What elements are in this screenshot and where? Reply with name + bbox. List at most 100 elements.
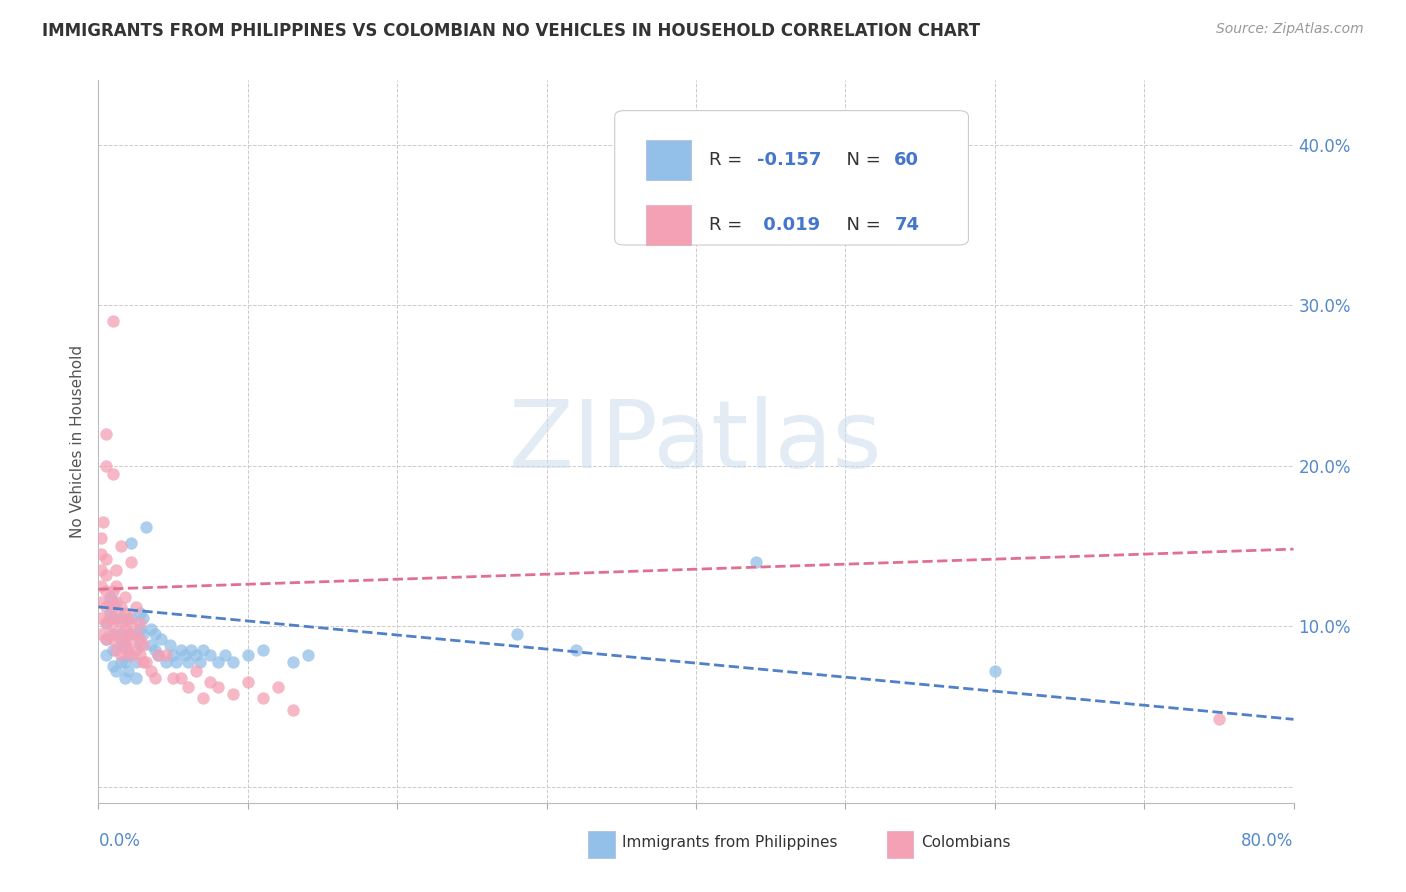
Text: 0.0%: 0.0% <box>98 831 141 850</box>
Point <box>91 515 114 529</box>
Text: 60: 60 <box>894 151 920 169</box>
Point <box>177 680 200 694</box>
Point <box>150 632 173 646</box>
Point <box>98 595 122 609</box>
Point <box>110 539 132 553</box>
Point <box>110 611 132 625</box>
Point <box>252 643 274 657</box>
Bar <box>645 205 692 244</box>
Point <box>132 627 155 641</box>
Point <box>103 595 125 609</box>
Point <box>148 648 170 662</box>
Point <box>105 595 128 609</box>
Point <box>184 648 207 662</box>
Point <box>110 627 132 641</box>
Point <box>125 655 148 669</box>
Point <box>129 607 152 621</box>
Text: IMMIGRANTS FROM PHILIPPINES VS COLOMBIAN NO VEHICLES IN HOUSEHOLD CORRELATION CH: IMMIGRANTS FROM PHILIPPINES VS COLOMBIAN… <box>42 22 980 40</box>
Point <box>200 648 222 662</box>
Point <box>745 555 768 569</box>
Point <box>162 648 184 662</box>
Point <box>125 643 148 657</box>
Point <box>222 687 245 701</box>
Point <box>506 627 529 641</box>
Point <box>98 611 122 625</box>
Point <box>125 599 148 614</box>
Point <box>143 627 166 641</box>
Point <box>94 551 117 566</box>
Text: Source: ZipAtlas.com: Source: ZipAtlas.com <box>1216 22 1364 37</box>
Point <box>565 643 588 657</box>
Point <box>103 659 125 673</box>
Point <box>143 643 166 657</box>
Point <box>103 314 125 328</box>
Point <box>103 643 125 657</box>
Point <box>120 632 142 646</box>
Point <box>94 632 117 646</box>
Point <box>120 627 142 641</box>
Point <box>236 675 259 690</box>
Point <box>114 623 136 637</box>
Text: ZIPatlas: ZIPatlas <box>509 395 883 488</box>
Point <box>103 627 125 641</box>
Point <box>139 623 162 637</box>
Point <box>105 627 128 641</box>
Point <box>143 671 166 685</box>
Point <box>114 671 136 685</box>
Text: Colombians: Colombians <box>921 835 1010 850</box>
Point <box>165 655 187 669</box>
Point <box>94 567 117 582</box>
Point <box>94 426 117 441</box>
Point <box>120 648 142 662</box>
Point <box>103 615 125 630</box>
Point <box>125 627 148 641</box>
Point <box>236 648 259 662</box>
Point <box>129 623 152 637</box>
Point <box>114 655 136 669</box>
Text: 74: 74 <box>894 216 920 234</box>
Text: N =: N = <box>835 151 886 169</box>
Point <box>105 611 128 625</box>
Point <box>117 664 139 678</box>
Point <box>103 583 125 598</box>
Point <box>117 648 139 662</box>
Point <box>90 547 112 561</box>
Text: R =: R = <box>709 216 748 234</box>
Point <box>135 519 157 533</box>
Point <box>90 579 112 593</box>
Point <box>94 648 117 662</box>
Point <box>169 671 191 685</box>
Point <box>1208 712 1230 726</box>
Point <box>267 680 290 694</box>
Point <box>155 648 177 662</box>
Point <box>90 611 112 625</box>
Point <box>984 664 1007 678</box>
Point <box>94 599 117 614</box>
Point <box>110 639 132 653</box>
Point <box>105 664 128 678</box>
Point <box>155 655 177 669</box>
Point <box>191 643 214 657</box>
Point <box>129 639 152 653</box>
Point <box>110 599 132 614</box>
Point <box>200 675 222 690</box>
Point <box>222 655 245 669</box>
Point <box>129 632 152 646</box>
Point <box>110 632 132 646</box>
Point <box>184 664 207 678</box>
Point <box>129 615 152 630</box>
Point <box>139 664 162 678</box>
Point <box>103 467 125 481</box>
FancyBboxPatch shape <box>614 111 969 245</box>
Point <box>110 615 132 630</box>
Point <box>281 655 304 669</box>
Point <box>169 643 191 657</box>
Point <box>191 691 214 706</box>
Point <box>132 655 155 669</box>
Point <box>120 615 142 630</box>
Point <box>162 671 184 685</box>
Bar <box>645 140 692 179</box>
Point <box>110 655 132 669</box>
Point <box>148 648 170 662</box>
Point <box>252 691 274 706</box>
